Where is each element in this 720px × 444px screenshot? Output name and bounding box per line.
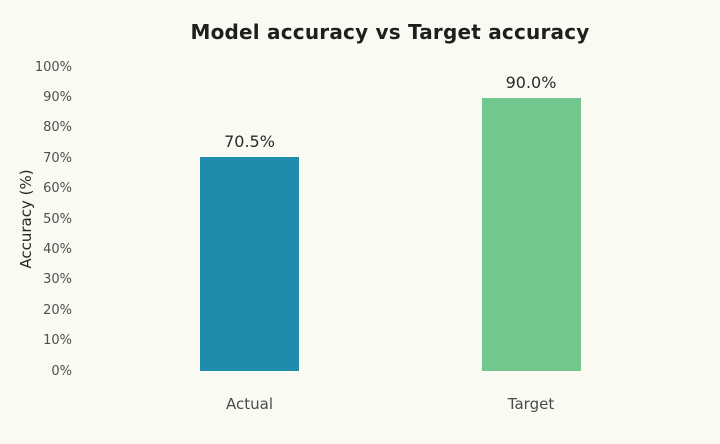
value-label-target: 90.0% (505, 72, 557, 92)
y-tick-40: 40% (43, 241, 72, 257)
y-tick-70: 70% (43, 150, 72, 166)
y-tick-100: 100% (34, 59, 72, 75)
y-tick-60: 60% (43, 181, 72, 197)
y-tick-10: 10% (43, 333, 72, 349)
y-tick-90: 90% (43, 89, 72, 105)
y-tick-20: 20% (43, 302, 72, 318)
category-label-actual: Actual (226, 395, 273, 413)
y-tick-50: 50% (43, 211, 72, 227)
value-label-actual: 70.5% (224, 132, 275, 152)
y-tick-30: 30% (43, 272, 72, 288)
y-tick-0: 0% (51, 363, 72, 379)
bar-target (481, 97, 581, 372)
bar-actual (200, 157, 299, 372)
chart-title: Model accuracy vs Target accuracy (190, 20, 590, 44)
y-tick-80: 80% (43, 120, 72, 136)
category-label-target: Target (507, 395, 555, 413)
